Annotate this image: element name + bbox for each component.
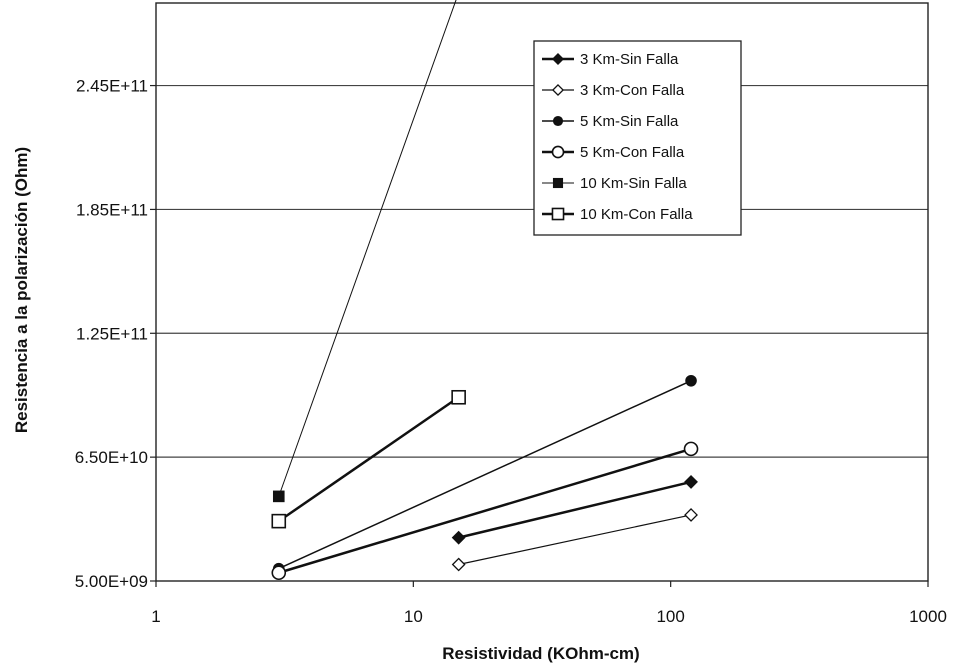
y-tick-label: 1.25E+11 — [76, 324, 148, 343]
series-line — [278, 380, 692, 570]
legend-label: 10 Km-Con Falla — [580, 206, 693, 223]
series-line — [278, 0, 457, 497]
series-5 — [272, 0, 457, 503]
legend-label: 5 Km-Con Falla — [580, 144, 685, 161]
series-line — [278, 396, 460, 523]
legend-marker — [551, 83, 565, 97]
y-tick-label: 6.50E+10 — [75, 448, 148, 467]
x-tick-labels: 1 10 100 1000 — [151, 607, 947, 626]
plot-frame — [155, 2, 929, 582]
series-6 — [271, 389, 466, 529]
data-point — [684, 474, 698, 489]
legend-label: 3 Km-Con Falla — [580, 82, 685, 99]
legend-label: 10 Km-Sin Falla — [580, 175, 687, 192]
series-4 — [271, 441, 699, 581]
y-tick-label: 5.00E+09 — [75, 572, 148, 591]
legend-label: 5 Km-Sin Falla — [580, 113, 679, 130]
legend-marker — [552, 177, 564, 189]
x-tick-label: 1 — [151, 607, 160, 626]
x-tick-label: 1000 — [909, 607, 947, 626]
y-tick-label: 2.45E+11 — [76, 77, 148, 96]
y-axis-title: Resistencia a la polarización (Ohm) — [12, 147, 31, 433]
data-point — [271, 513, 287, 529]
series-group — [271, 0, 699, 581]
series-line — [458, 514, 692, 566]
data-point — [451, 557, 466, 572]
legend-item: 5 Km-Sin Falla — [542, 113, 679, 130]
axes — [150, 2, 929, 587]
legend-box — [533, 40, 742, 236]
series-1 — [451, 474, 698, 545]
data-point — [271, 565, 287, 581]
legend-item: 5 Km-Con Falla — [542, 144, 685, 161]
y-tick-labels: 5.00E+09 6.50E+10 1.25E+11 1.85E+11 2.45E+11 — [75, 77, 148, 591]
series-line — [278, 447, 692, 574]
legend-marker — [552, 115, 564, 127]
legend-marker — [551, 145, 565, 159]
series-line — [458, 480, 692, 539]
data-point — [685, 374, 697, 387]
data-point — [684, 508, 698, 522]
data-point — [451, 530, 466, 545]
y-tick-label: 1.85E+11 — [76, 200, 148, 219]
legend-item: 10 Km-Con Falla — [542, 206, 693, 223]
legend: 3 Km-Sin Falla 3 Km-Con Falla 5 Km-Sin Fal… — [533, 40, 742, 236]
x-tick-label: 10 — [404, 607, 423, 626]
x-axis-title: Resistividad (KOhm-cm) — [442, 644, 639, 663]
data-point — [272, 490, 285, 503]
legend-marker — [551, 52, 565, 66]
legend-item: 3 Km-Sin Falla — [542, 51, 679, 68]
legend-item: 3 Km-Con Falla — [542, 82, 685, 99]
legend-label: 3 Km-Sin Falla — [580, 51, 679, 68]
data-point — [451, 389, 466, 405]
legend-marker — [551, 207, 565, 221]
x-tick-label: 100 — [656, 607, 684, 626]
series-2 — [451, 508, 698, 572]
data-point — [683, 441, 699, 457]
legend-item: 10 Km-Sin Falla — [542, 175, 687, 192]
